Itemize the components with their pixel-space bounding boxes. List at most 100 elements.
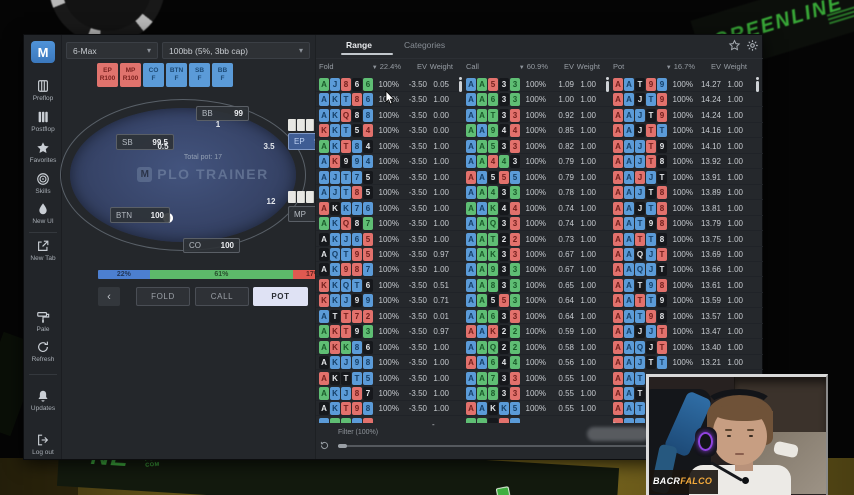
fold-button[interactable]: FOLD (136, 287, 190, 306)
pot-button[interactable]: POT (253, 287, 308, 306)
column-header[interactable]: Call (466, 62, 479, 71)
position-chip-EP[interactable]: EP R100 (97, 63, 118, 87)
action-frequency-bar[interactable]: 22% 61% 17% (98, 270, 333, 279)
scrollbar-thumb[interactable] (459, 77, 462, 92)
sidebar-item-pale[interactable]: Pale (24, 310, 62, 333)
range-table-header: Fold ▼ 22.4% EV Weight Call ▼ 60.9% EV Wei… (316, 62, 763, 75)
cell-percent: 100% (672, 141, 693, 151)
favorite-star-icon[interactable] (728, 39, 742, 53)
mini-card: T (635, 232, 645, 246)
sidebar-item-log-out[interactable]: Log out (24, 433, 62, 456)
position-chip-SB[interactable]: SB F (189, 63, 210, 87)
mini-card: A (624, 340, 634, 354)
cell-weight: 1.00 (727, 311, 743, 321)
mini-card: K (330, 371, 340, 385)
tab-range[interactable]: Range (346, 40, 372, 50)
sidebar-item-preflop[interactable]: Preflop (24, 79, 62, 102)
sidebar-item-postflop[interactable]: Postflop (24, 110, 62, 133)
filter-slider[interactable] (338, 444, 762, 448)
column-header[interactable]: Pot (613, 62, 625, 71)
mini-card: J (635, 93, 645, 107)
sidebar-item-label: Preflop (32, 95, 54, 102)
sort-percent[interactable]: ▼ 16.7% (665, 62, 695, 71)
position-chip-CO[interactable]: CO F (143, 63, 164, 87)
column-header[interactable]: Weight (576, 62, 600, 71)
tab-categories[interactable]: Categories (404, 40, 446, 50)
sidebar-item-new-tab[interactable]: New Tab (24, 239, 62, 262)
mini-card: 6 (363, 93, 373, 107)
column-header[interactable]: EV (416, 62, 427, 71)
app-logo[interactable]: M (31, 41, 55, 63)
bet-amount: 12 (266, 197, 276, 206)
format-select[interactable]: 6-Max ▾ (66, 42, 158, 59)
column-header[interactable]: EV (563, 62, 574, 71)
sidebar-item-refresh[interactable]: Refresh (24, 340, 62, 363)
position-chip-BTN[interactable]: BTN F (166, 63, 187, 87)
mini-card: 4 (510, 124, 520, 138)
column-header[interactable]: EV (710, 62, 721, 71)
mini-card: 3 (499, 247, 509, 261)
column-header[interactable]: Weight (429, 62, 453, 71)
mini-card: A (466, 247, 476, 261)
position-chip-BB[interactable]: BB F (212, 63, 233, 87)
mini-card: A (477, 232, 487, 246)
position-chip-MP[interactable]: MP R100 (120, 63, 141, 87)
cut-off-text: - (613, 418, 616, 427)
seat-SB: SB 99.5 (116, 134, 174, 150)
scrollbar-thumb[interactable] (606, 77, 609, 92)
column-header[interactable]: Fold (319, 62, 334, 71)
sort-percent[interactable]: ▼ 22.4% (371, 62, 401, 71)
green-card-decoration (495, 486, 512, 495)
cell-ev: 0.85 (558, 126, 574, 136)
sidebar-item-favorites[interactable]: Favorites (24, 141, 62, 164)
mini-card: 4 (363, 155, 373, 169)
mini-card: 6 (488, 93, 498, 107)
sort-percent[interactable]: ▼ 60.9% (518, 62, 548, 71)
column-header[interactable]: Weight (723, 62, 747, 71)
scrollbar-thumb[interactable] (756, 77, 759, 92)
sidebar-item-skills[interactable]: Skills (24, 172, 62, 195)
sidebar-item-new-ui[interactable]: New UI (24, 202, 62, 225)
cell-ev: 0.55 (558, 373, 574, 383)
mini-card: 5 (363, 170, 373, 184)
gear-icon[interactable] (746, 39, 760, 53)
sidebar-item-updates[interactable]: Updates (24, 389, 62, 412)
cell-percent: 100% (672, 126, 693, 136)
cell-ev: -3.50 (408, 389, 427, 398)
back-button[interactable]: ‹ (98, 287, 120, 306)
active-tab-underline (341, 53, 393, 55)
call-button[interactable]: CALL (195, 287, 249, 306)
mini-card: T (635, 371, 645, 385)
reset-filter-icon[interactable] (319, 438, 330, 449)
stack-select[interactable]: 100bb (5%, 3bb cap) ▾ (162, 42, 310, 59)
